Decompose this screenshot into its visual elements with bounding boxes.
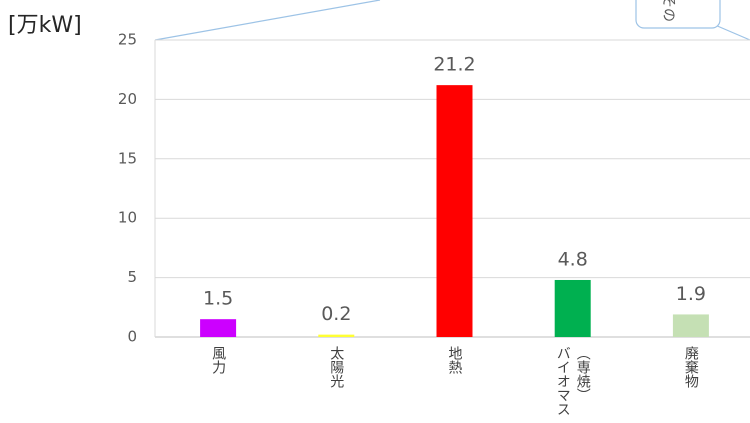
- y-tick-label: 0: [127, 328, 137, 346]
- bar: [200, 319, 237, 337]
- y-tick-label: 5: [127, 268, 137, 286]
- callout-line: [154, 0, 381, 41]
- callout-text: その: [660, 0, 676, 22]
- value-label: 1.9: [676, 283, 706, 305]
- y-axis-label: [万kW]: [8, 13, 82, 38]
- bar: [436, 85, 473, 337]
- y-tick-label: 20: [118, 90, 137, 108]
- x-tick-label: 地熱: [446, 346, 463, 374]
- value-label: 21.2: [433, 54, 475, 76]
- bar: [554, 279, 591, 337]
- callout-box: [635, 0, 721, 29]
- bar: [672, 314, 709, 337]
- x-tick-label: バイオマス（専焼）: [554, 346, 591, 416]
- x-tick-label: 太陽光: [328, 346, 345, 388]
- callout-line: [714, 24, 750, 41]
- value-label: 4.8: [558, 248, 588, 270]
- y-tick-label: 25: [118, 31, 137, 49]
- y-tick-label: 10: [118, 209, 137, 227]
- value-label: 0.2: [321, 303, 351, 325]
- value-label: 1.5: [203, 288, 233, 310]
- y-tick-label: 15: [118, 149, 137, 167]
- x-tick-label: 風力: [210, 346, 227, 374]
- bar: [318, 334, 355, 337]
- x-tick-label: 廃棄物: [682, 346, 699, 388]
